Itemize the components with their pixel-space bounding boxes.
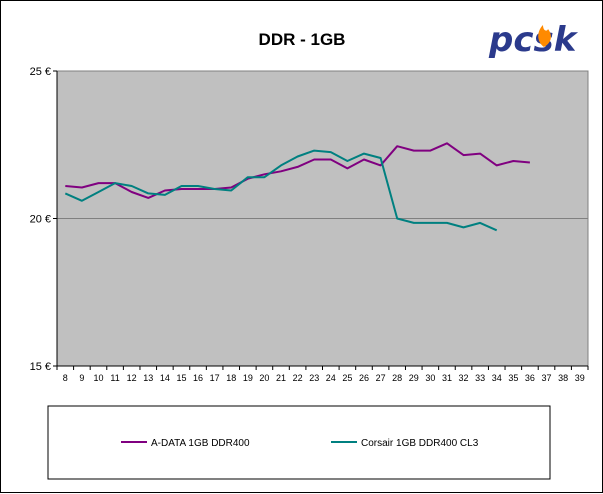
y-tick-label: 25 € [30, 66, 51, 78]
pcsk-logo: pcsk [488, 20, 579, 60]
logo-text: pcsk [488, 20, 579, 60]
x-tick-label: 22 [293, 373, 303, 383]
x-tick-label: 20 [259, 373, 269, 383]
x-tick-label: 16 [193, 373, 203, 383]
y-tick-label: 20 € [30, 214, 51, 226]
x-tick-label: 39 [575, 373, 585, 383]
x-tick-label: 29 [409, 373, 419, 383]
x-tick-label: 27 [376, 373, 386, 383]
grid-lines [57, 70, 588, 219]
x-tick-label: 19 [243, 373, 253, 383]
x-tick-label: 24 [326, 373, 336, 383]
x-tick-label: 21 [276, 373, 286, 383]
legend-items: A-DATA 1GB DDR400 Corsair 1GB DDR400 CL3 [121, 438, 479, 449]
series-line-2 [64, 149, 498, 232]
x-tick-label: 38 [558, 373, 568, 383]
series-group [64, 142, 530, 232]
y-axis: 15 € 20 € 25 € [30, 66, 58, 373]
y-tick-label: 15 € [30, 361, 51, 373]
x-tick-label: 9 [79, 373, 84, 383]
legend-label-1: A-DATA 1GB DDR400 [151, 438, 250, 449]
x-tick-label: 37 [542, 373, 552, 383]
x-tick-label: 36 [525, 373, 535, 383]
x-tick-label: 12 [127, 373, 137, 383]
x-tick-label: 11 [110, 373, 119, 383]
x-tick-label: 18 [226, 373, 236, 383]
x-tick-label: 25 [342, 373, 352, 383]
x-tick-label: 8 [63, 373, 68, 383]
x-tick-label: 26 [359, 373, 369, 383]
x-tick-label: 13 [143, 373, 153, 383]
x-tick-label: 35 [508, 373, 518, 383]
flame-icon [538, 25, 551, 47]
x-tick-label: 23 [309, 373, 319, 383]
chart-title: DDR - 1GB [259, 30, 346, 49]
legend-label-2: Corsair 1GB DDR400 CL3 [361, 438, 479, 449]
x-tick-label: 32 [459, 373, 469, 383]
series-line-1 [65, 142, 530, 199]
x-tick-label: 34 [492, 373, 502, 383]
x-tick-label: 10 [93, 373, 103, 383]
x-tick-label: 31 [442, 373, 452, 383]
x-tick-label: 28 [392, 373, 402, 383]
x-tick-label: 17 [210, 373, 220, 383]
x-axis: 8 9 10 11 12 13 14 15 16 17 18 19 20 21 22 23 24 25 26 27 28… [56, 365, 589, 383]
x-tick-label: 33 [475, 373, 485, 383]
x-tick-label: 30 [425, 373, 435, 383]
x-tick-label: 15 [176, 373, 186, 383]
x-tick-label: 14 [160, 373, 170, 383]
